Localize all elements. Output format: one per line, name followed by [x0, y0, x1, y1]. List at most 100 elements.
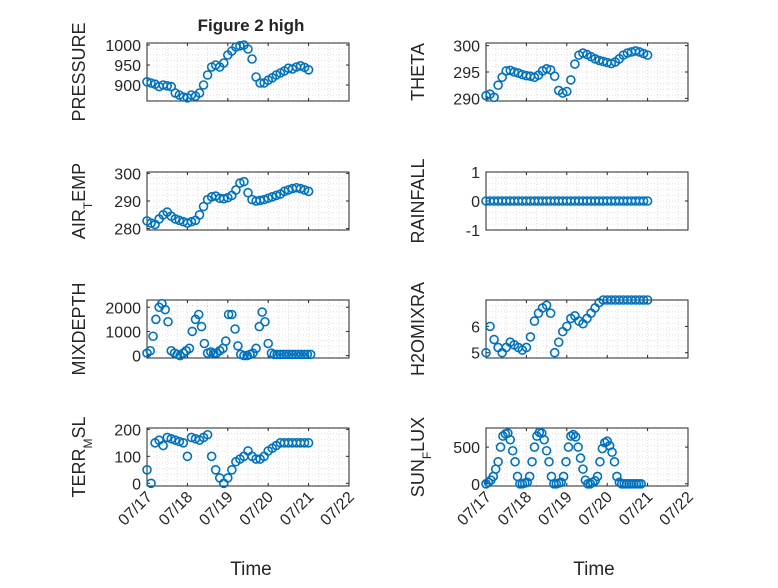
data-point — [271, 190, 282, 201]
data-point — [612, 471, 622, 482]
data-point — [199, 338, 210, 349]
data-series — [142, 176, 314, 230]
data-point — [187, 326, 198, 337]
data-point — [178, 438, 189, 448]
data-point — [174, 436, 185, 447]
y-axis-label: THETA — [408, 43, 428, 101]
data-point — [524, 471, 535, 482]
data-point — [254, 321, 265, 332]
data-point — [251, 343, 261, 354]
data-point — [545, 308, 556, 318]
data-point — [299, 185, 310, 195]
data-point — [227, 465, 237, 475]
data-point — [218, 193, 229, 204]
data-point — [563, 442, 574, 452]
data-point — [636, 478, 646, 489]
data-point — [529, 316, 540, 326]
data-point — [230, 324, 240, 334]
data-point — [566, 75, 576, 85]
y-tick-label: 0 — [471, 194, 480, 211]
data-point — [196, 321, 207, 332]
data-point — [223, 309, 234, 320]
data-point — [220, 336, 231, 346]
y-tick-label: 0 — [471, 477, 480, 494]
data-point — [182, 218, 193, 228]
data-point — [541, 64, 552, 74]
x-tick-label: 07/17 — [454, 489, 494, 529]
data-point — [193, 309, 204, 320]
data-point — [595, 456, 605, 467]
data-point — [239, 176, 249, 187]
y-axis-label: TERRMSL — [69, 416, 95, 497]
data-point — [235, 40, 245, 51]
y-tick-label: 6 — [471, 319, 480, 336]
data-point — [184, 343, 195, 354]
data-point — [178, 348, 189, 358]
data-point — [194, 88, 205, 98]
data-point — [166, 433, 177, 444]
data-point — [278, 349, 289, 360]
data-point — [267, 192, 278, 202]
data-point — [202, 429, 213, 440]
data-point — [162, 81, 172, 91]
subplot: 0 1000 2000 MIXDEPTH — [69, 282, 350, 376]
data-point — [529, 442, 540, 452]
data-point — [194, 210, 205, 220]
x-tick-label: 07/19 — [196, 489, 236, 529]
data-point — [541, 445, 552, 456]
x-tick-label: 07/17 — [115, 489, 155, 529]
data-point — [218, 58, 229, 68]
y-tick-label: 1 — [471, 165, 480, 182]
data-point — [269, 349, 280, 360]
data-point — [568, 429, 579, 440]
data-point — [544, 456, 554, 467]
subplot: 280 290 300 AIRTEMP — [69, 163, 350, 239]
x-tick-label: 07/18 — [156, 489, 196, 529]
data-point — [206, 451, 217, 462]
y-tick-label: 1000 — [105, 324, 141, 341]
data-point — [578, 464, 588, 474]
data-point — [592, 471, 603, 482]
y-axis-label: H2OMIXRA — [408, 282, 428, 376]
data-point — [485, 321, 495, 332]
data-point — [208, 348, 219, 358]
y-tick-label: 0 — [132, 476, 141, 493]
data-point — [609, 456, 620, 467]
data-point — [198, 80, 209, 90]
data-point — [573, 442, 583, 452]
axis-box — [485, 299, 689, 359]
x-tick-label: 07/22 — [656, 489, 696, 529]
data-point — [281, 349, 292, 360]
data-point — [255, 78, 265, 88]
x-axis-label-right: Time — [573, 559, 615, 580]
data-point — [284, 349, 295, 360]
y-tick-label: 2000 — [105, 300, 141, 317]
subplot: 0 100 200 07/17 07/18 07/19 07/20 07/21 07/22 TER… — [69, 416, 358, 529]
data-point — [275, 349, 286, 360]
data-series — [481, 295, 653, 358]
data-point — [145, 345, 156, 356]
data-point — [186, 432, 197, 443]
y-tick-label: 290 — [453, 91, 480, 108]
data-point — [505, 434, 516, 445]
data-point — [263, 338, 274, 349]
data-point — [163, 316, 173, 327]
data-point — [223, 473, 233, 483]
data-point — [638, 295, 649, 305]
data-point — [493, 456, 503, 467]
data-point — [549, 71, 560, 82]
data-point — [570, 59, 580, 69]
data-point — [303, 438, 314, 448]
data-point — [233, 341, 243, 351]
data-point — [170, 214, 181, 224]
data-point — [299, 349, 310, 360]
y-tick-label: 5 — [471, 346, 480, 363]
data-point — [483, 477, 494, 488]
data-point — [303, 65, 314, 75]
data-point — [142, 465, 152, 475]
data-point — [257, 307, 267, 317]
y-tick-label: 290 — [114, 194, 141, 211]
data-series — [481, 196, 653, 206]
y-tick-label: 0 — [132, 349, 141, 366]
